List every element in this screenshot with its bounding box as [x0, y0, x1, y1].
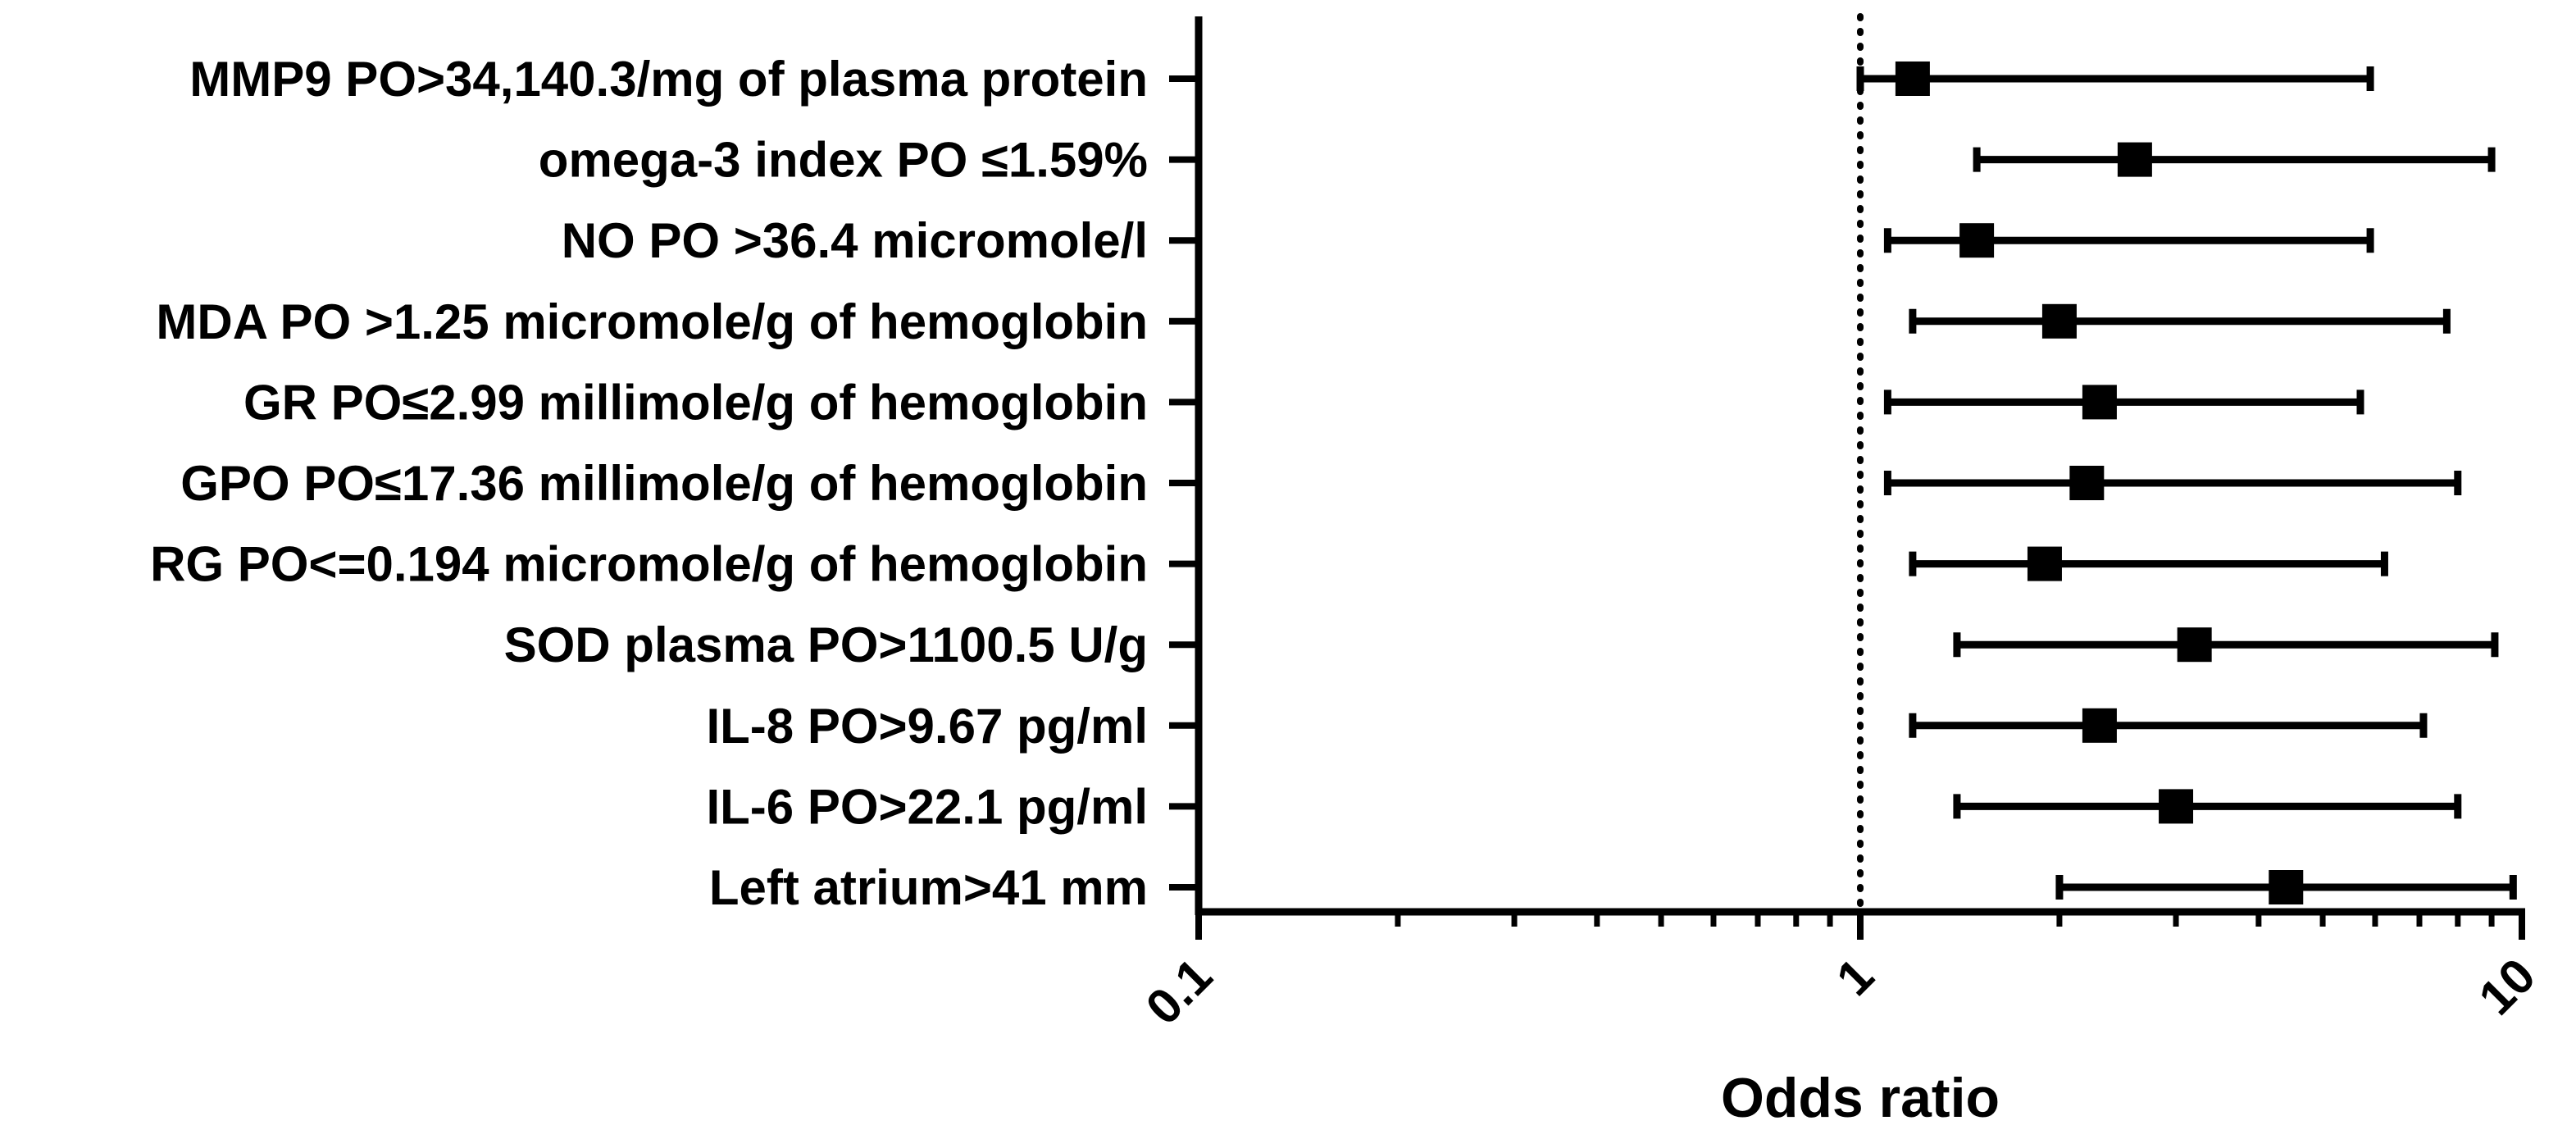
- row-label: SOD plasma PO>1100.5 U/g: [504, 617, 1148, 672]
- odds-ratio-marker: [1895, 61, 1930, 96]
- row-label: RG PO<=0.194 micromole/g of hemoglobin: [150, 537, 1148, 592]
- odds-ratio-marker: [2082, 708, 2117, 743]
- ticks-layer: 0.1 1 10: [1136, 912, 2546, 1035]
- odds-ratio-marker: [2069, 466, 2105, 500]
- x-axis-title: Odds ratio: [1721, 1067, 2000, 1129]
- rows-layer: MMP9 PO>34,140.3/mg of plasma protein ome…: [150, 52, 2517, 915]
- row-label: IL-8 PO>9.67 pg/ml: [706, 699, 1148, 754]
- x-tick-label: 0.1: [1136, 948, 1222, 1035]
- x-tick-label: 10: [2469, 948, 2546, 1026]
- odds-ratio-marker: [2082, 385, 2117, 420]
- row-label: NO PO >36.4 micromole/l: [562, 213, 1148, 268]
- odds-ratio-marker: [2041, 303, 2077, 339]
- row-label: GPO PO≤17.36 millimole/g of hemoglobin: [180, 456, 1148, 511]
- row-label: IL-6 PO>22.1 pg/ml: [706, 779, 1148, 834]
- odds-ratio-marker: [1959, 223, 1995, 258]
- odds-ratio-marker: [2159, 789, 2194, 824]
- row-label: Left atrium>41 mm: [709, 860, 1148, 915]
- odds-ratio-marker: [2269, 870, 2304, 904]
- row-label: MDA PO >1.25 micromole/g of hemoglobin: [156, 294, 1148, 349]
- x-tick-label: 1: [1826, 948, 1884, 1006]
- row-label: omega-3 index PO ≤1.59%: [539, 133, 1148, 188]
- row-label: GR PO≤2.99 millimole/g of hemoglobin: [243, 375, 1148, 430]
- odds-ratio-marker: [2027, 546, 2062, 581]
- row-label: MMP9 PO>34,140.3/mg of plasma protein: [189, 52, 1148, 107]
- odds-ratio-marker: [2117, 142, 2152, 177]
- odds-ratio-marker: [2177, 627, 2212, 663]
